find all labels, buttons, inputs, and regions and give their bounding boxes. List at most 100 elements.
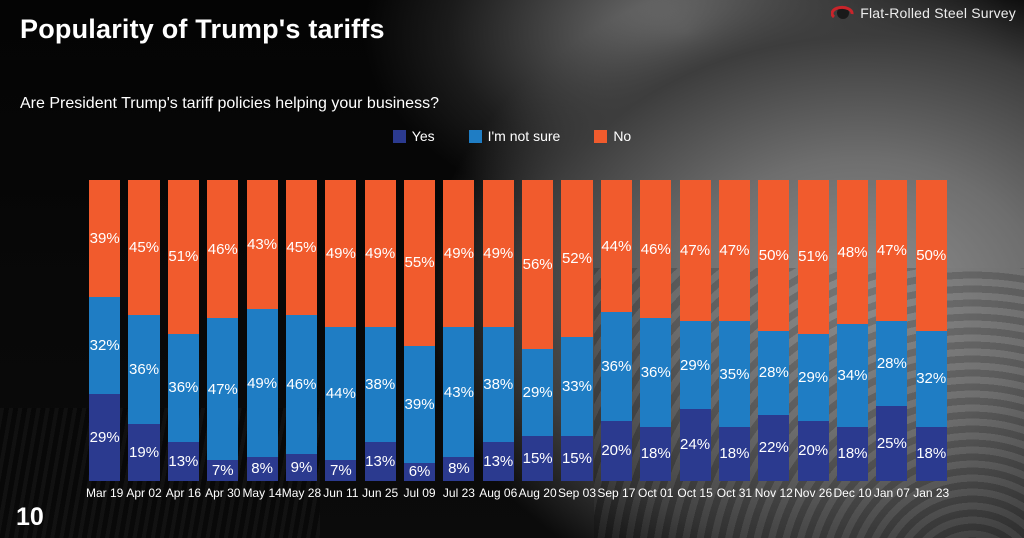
segment-yes: 9% <box>285 453 318 481</box>
stacked-bar: 46% 36% 18% <box>640 180 672 481</box>
segment-value-label: 47% <box>680 242 711 260</box>
stacked-bar: 45% 46% 9% <box>285 180 318 481</box>
legend-item-i-m-not-sure: I'm not sure <box>468 128 560 144</box>
x-axis-label: May 14 <box>242 486 282 500</box>
segment-i-m-not-sure: 32% <box>915 330 947 427</box>
segment-value-label: 45% <box>286 239 317 257</box>
x-axis-label: Apr 16 <box>165 486 202 500</box>
bar-column-aug-06: 49% 38% 13% Aug 06 <box>479 180 518 500</box>
segment-yes: 18% <box>640 426 672 481</box>
stacked-bar: 39% 32% 29% <box>89 180 121 481</box>
segment-value-label: 49% <box>365 245 396 263</box>
x-axis-label: Apr 02 <box>126 486 162 500</box>
segment-yes: 20% <box>600 420 632 481</box>
segment-i-m-not-sure: 35% <box>718 321 750 427</box>
segment-no: 51% <box>797 180 829 334</box>
stacked-bar: 49% 43% 8% <box>443 180 475 481</box>
segment-yes: 20% <box>797 420 829 481</box>
segment-yes: 8% <box>246 456 278 481</box>
segment-value-label: 43% <box>247 236 278 254</box>
segment-no: 45% <box>128 180 160 316</box>
segment-value-label: 46% <box>286 376 317 394</box>
x-axis-label: May 28 <box>281 486 322 500</box>
segment-yes: 18% <box>915 426 947 481</box>
segment-value-label: 32% <box>916 370 947 388</box>
bar-column-oct-01: 46% 36% 18% Oct 01 <box>636 180 675 500</box>
stacked-bar-chart: 39% 32% 29% Mar 19 45% 36% 19% Apr 02 51% 36% 13% A… <box>85 180 951 500</box>
page-title: Popularity of Trump's tariffs <box>20 14 385 44</box>
segment-value-label: 50% <box>916 246 947 264</box>
stacked-bar: 49% 44% 7% <box>325 180 357 481</box>
segment-value-label: 49% <box>247 374 278 392</box>
x-axis-label: Sep 17 <box>597 486 636 500</box>
segment-value-label: 52% <box>561 249 592 267</box>
segment-value-label: 28% <box>758 364 789 382</box>
segment-value-label: 35% <box>719 365 750 383</box>
x-axis-label: Apr 30 <box>205 486 241 500</box>
chart-legend: Yes I'm not sure No <box>0 128 1024 144</box>
bar-column-nov-12: 50% 28% 22% Nov 12 <box>754 180 793 500</box>
segment-value-label: 49% <box>483 245 514 263</box>
segment-no: 46% <box>640 180 672 319</box>
segment-value-label: 29% <box>680 356 711 374</box>
legend-item-no: No <box>594 128 631 144</box>
x-axis-label: Sep 03 <box>557 486 597 500</box>
segment-value-label: 6% <box>408 463 431 481</box>
segment-i-m-not-sure: 33% <box>561 336 593 436</box>
segment-no: 52% <box>561 180 593 337</box>
segment-yes: 25% <box>876 405 908 481</box>
bar-column-jan-23: 50% 32% 18% Jan 23 <box>912 180 951 500</box>
stacked-bar: 47% 29% 24% <box>679 180 711 481</box>
bar-column-mar-19: 39% 32% 29% Mar 19 <box>85 180 124 500</box>
segment-yes: 18% <box>718 426 750 481</box>
brand-logo-icon <box>831 4 855 22</box>
segment-value-label: 29% <box>89 428 120 446</box>
segment-value-label: 7% <box>211 461 234 479</box>
segment-i-m-not-sure: 36% <box>167 333 199 442</box>
segment-yes: 13% <box>482 441 514 481</box>
segment-yes: 6% <box>404 462 436 481</box>
segment-value-label: 24% <box>680 436 711 454</box>
segment-i-m-not-sure: 36% <box>640 318 672 427</box>
segment-value-label: 15% <box>522 449 553 467</box>
x-axis-label: Nov 12 <box>754 486 793 500</box>
stacked-bar: 50% 32% 18% <box>915 180 947 481</box>
segment-value-label: 18% <box>640 445 671 463</box>
legend-item-yes: Yes <box>392 128 435 144</box>
segment-value-label: 48% <box>837 243 868 261</box>
x-axis-label: Oct 15 <box>677 486 713 500</box>
x-axis-label: Jul 09 <box>403 486 436 500</box>
segment-value-label: 38% <box>365 376 396 394</box>
segment-no: 46% <box>207 180 239 319</box>
segment-value-label: 7% <box>329 461 352 479</box>
segment-value-label: 47% <box>719 242 750 260</box>
segment-yes: 15% <box>522 435 554 481</box>
segment-yes: 8% <box>443 456 475 481</box>
x-axis-label: Jun 11 <box>323 486 359 500</box>
segment-i-m-not-sure: 39% <box>404 345 436 463</box>
chart-question: Are President Trump's tariff policies he… <box>20 95 439 112</box>
segment-yes: 22% <box>758 414 790 481</box>
bar-column-aug-20: 56% 29% 15% Aug 20 <box>518 180 557 500</box>
segment-yes: 19% <box>128 423 160 481</box>
x-axis-label: Dec 10 <box>833 486 872 500</box>
bar-column-sep-17: 44% 36% 20% Sep 17 <box>597 180 636 500</box>
segment-value-label: 36% <box>601 358 632 376</box>
segment-yes: 15% <box>561 435 593 481</box>
x-axis-label: Mar 19 <box>86 486 124 500</box>
stacked-bar: 56% 29% 15% <box>522 180 554 481</box>
segment-value-label: 44% <box>325 385 356 403</box>
segment-i-m-not-sure: 49% <box>246 309 278 457</box>
x-axis-label: Aug 20 <box>518 486 557 500</box>
segment-value-label: 34% <box>837 367 868 385</box>
segment-value-label: 46% <box>640 240 671 258</box>
segment-i-m-not-sure: 29% <box>679 321 711 409</box>
segment-no: 55% <box>404 180 436 346</box>
segment-value-label: 47% <box>876 242 907 260</box>
stacked-bar: 47% 28% 25% <box>876 180 908 481</box>
segment-yes: 7% <box>325 459 357 481</box>
segment-value-label: 47% <box>207 380 238 398</box>
segment-value-label: 39% <box>89 230 120 248</box>
segment-i-m-not-sure: 29% <box>522 348 554 436</box>
segment-no: 45% <box>285 180 318 316</box>
